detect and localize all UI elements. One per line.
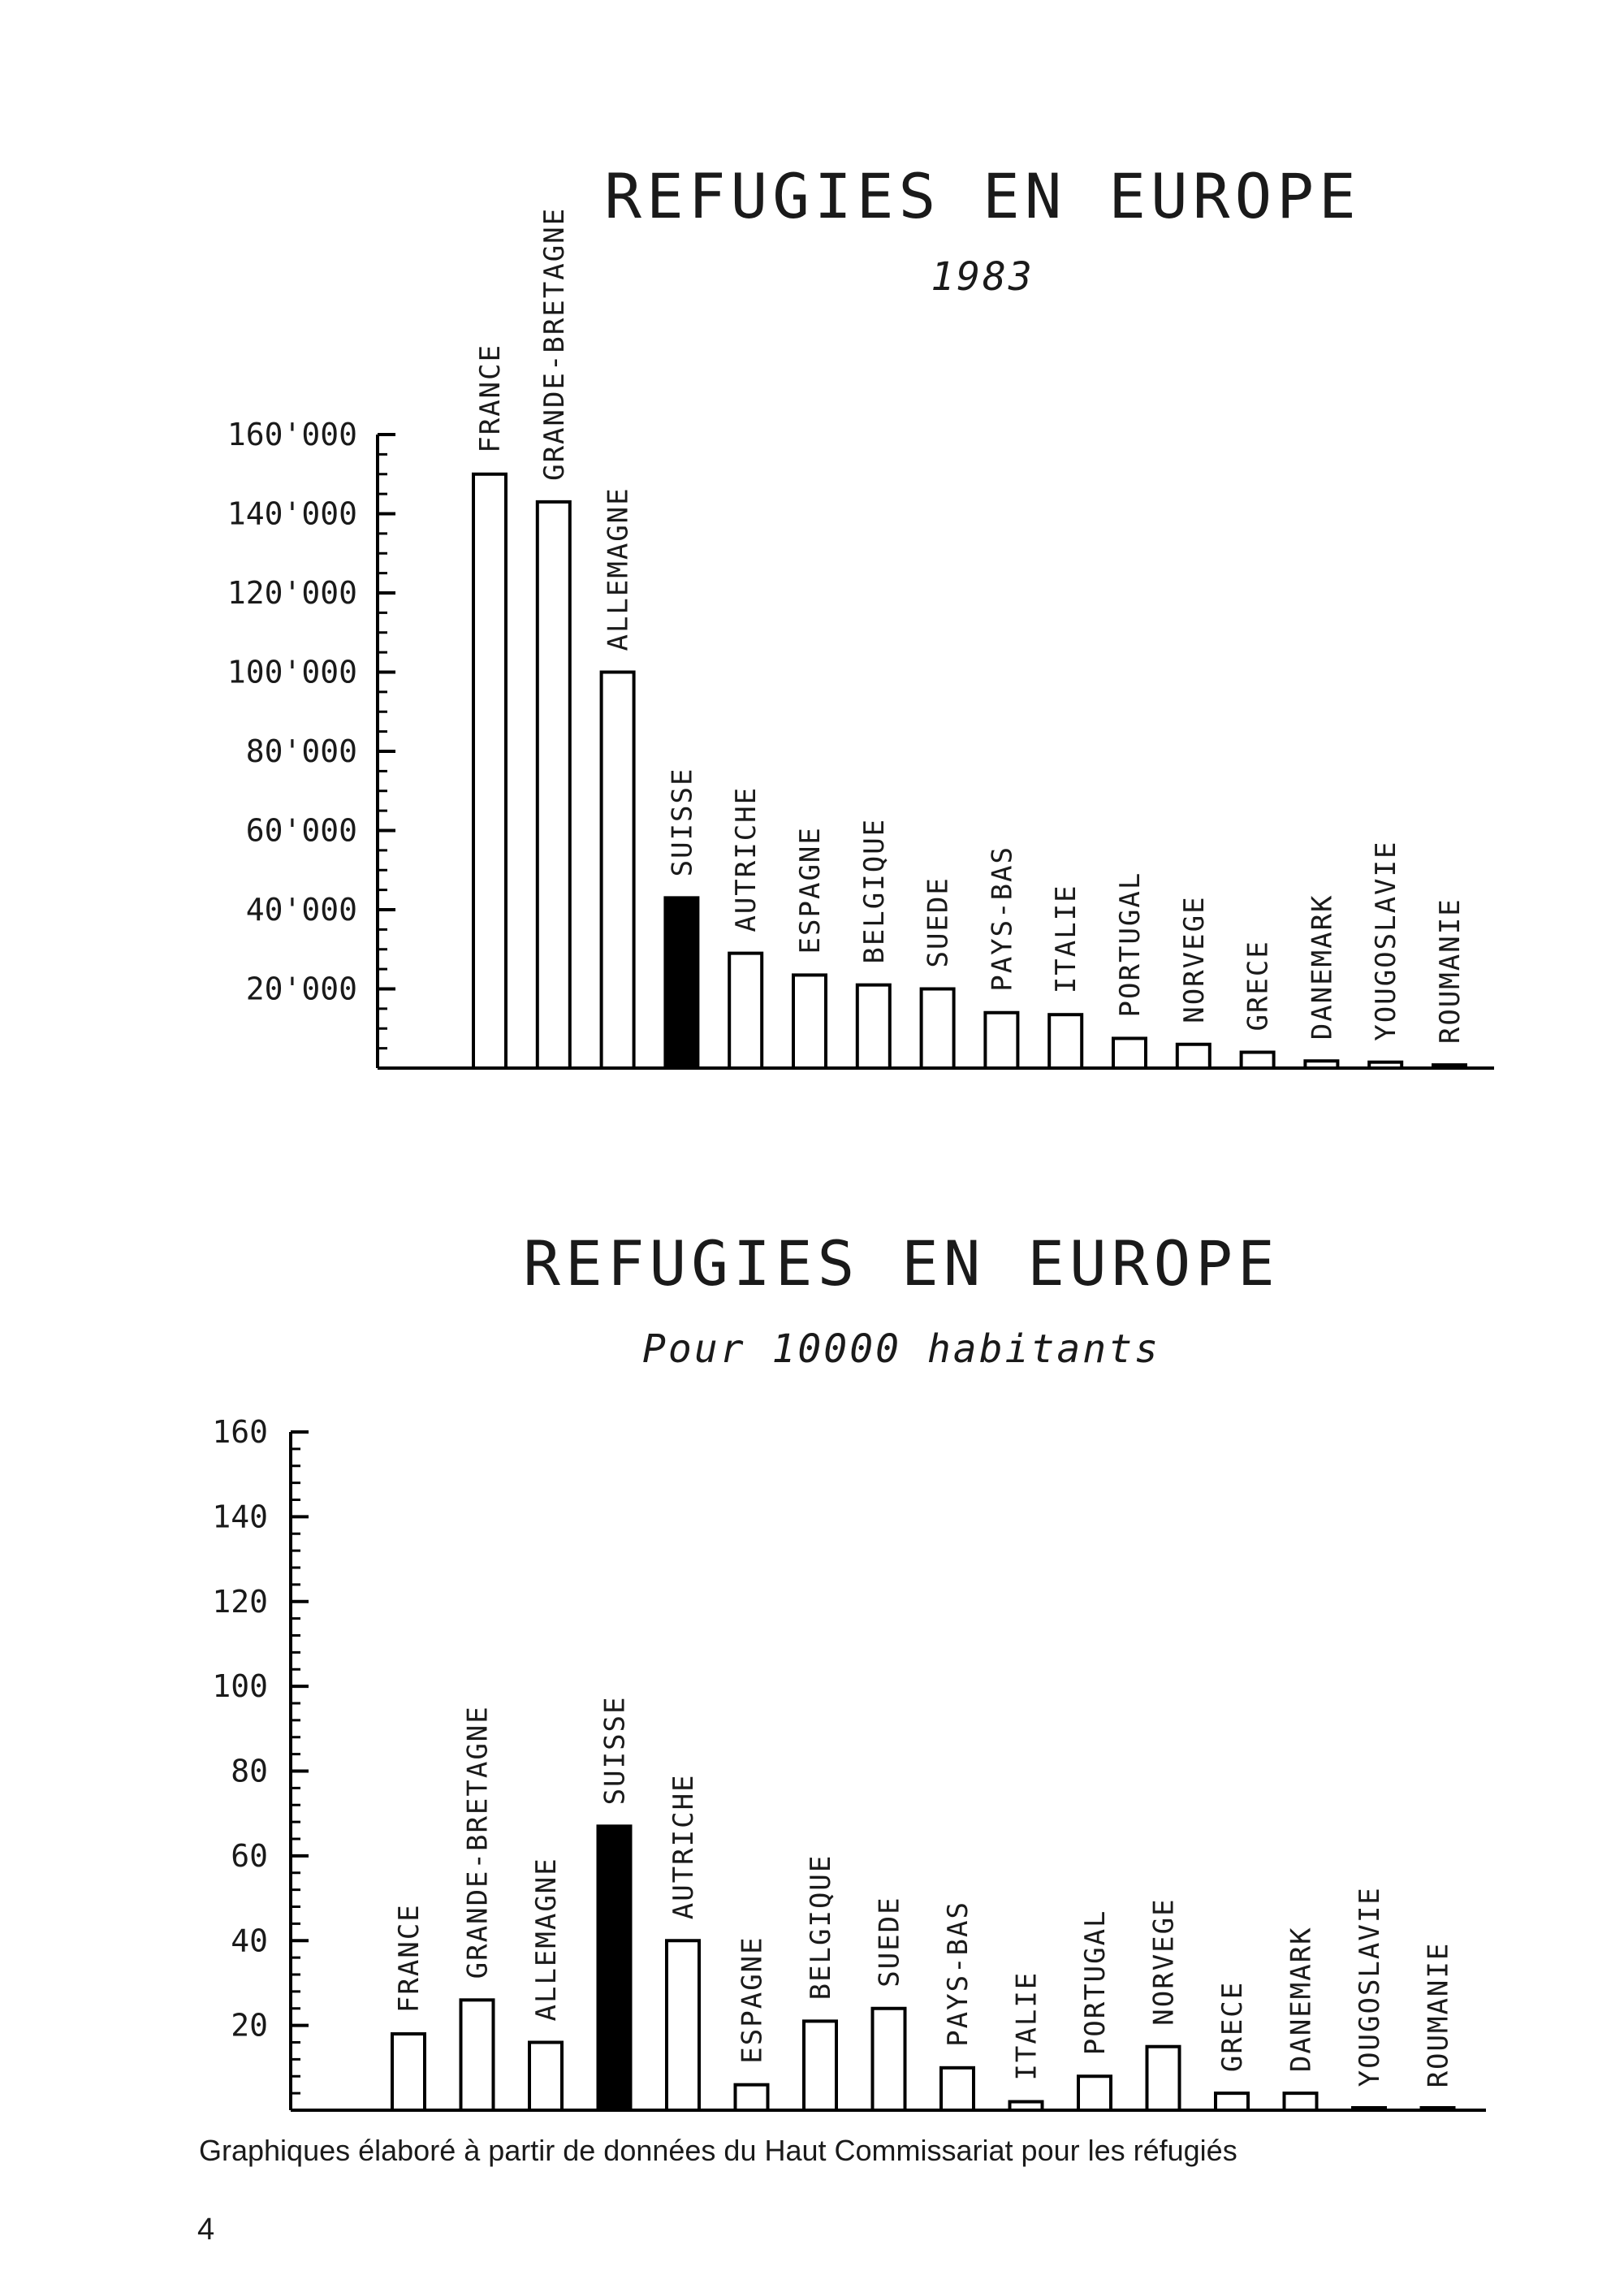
category-label-grande-bretagne: GRANDE-BRETAGNE [538,207,571,481]
category-label-france: FRANCE [393,1903,425,2013]
category-label-suisse: SUISSE [666,768,698,877]
category-label-pays-bas: PAYS-BAS [942,1901,974,2047]
bar-pays-bas [983,1010,1020,1070]
bar-pays-bas [939,2066,975,2112]
y-tick-label: 20 [231,2008,268,2044]
category-label-espagne: ESPAGNE [736,1936,769,2063]
category-label-espagne: ESPAGNE [794,826,827,954]
bar-grece [1214,2092,1250,2112]
category-label-suede: SUEDE [874,1896,906,1987]
page-number: 4 [197,2213,214,2247]
bar-norvege [1175,1042,1212,1070]
bar-roumanie [1419,2106,1456,2112]
bar-allemagne [528,2040,564,2112]
category-label-autriche: AUTRICHE [667,1773,700,1919]
chart1-title: REFUGIES EN EUROPE [604,160,1361,232]
category-label-grande-bretagne: GRANDE-BRETAGNE [462,1705,495,1979]
category-label-suede: SUEDE [922,876,955,967]
bar-yougoslavie [1367,1060,1404,1070]
y-tick-label: 20'000 [246,971,357,1007]
y-tick-label: 100 [212,1668,268,1704]
bar-roumanie [1432,1063,1467,1070]
bar-autriche [728,951,764,1070]
bar-france [391,2032,426,2112]
y-tick-label: 120'000 [227,575,357,611]
category-label-portugal: PORTUGAL [1079,1909,1112,2055]
chart1-y-axis: 20'000 40'000 60'000 80'000 100'000 120'000 14… [227,417,1494,1070]
y-tick-label: 140'000 [227,496,357,532]
chart2-subtitle: Pour 10000 habitants [642,1326,1160,1372]
bar-belgique [802,2019,838,2112]
y-tick-label: 40'000 [246,892,357,928]
bar-danemark [1282,2092,1319,2112]
category-label-france: FRANCE [474,344,507,453]
bar-italie [1008,2100,1044,2112]
bar-grande-bretagne [459,1998,495,2112]
bar-portugal [1112,1036,1147,1070]
bar-suede [870,2006,907,2112]
chart2-bars [391,1824,1456,2112]
category-label-yougoslavie: YOUGOSLAVIE [1354,1886,1386,2087]
chart1-subtitle: 1983 [931,254,1034,300]
bar-belgique [855,983,892,1070]
y-tick-label: 80 [231,1754,268,1789]
category-label-grece: GRECE [1216,1981,1249,2072]
y-tick-label: 60'000 [246,813,357,849]
chart-refugees-total: REFUGIES EN EUROPE 1983 20'000 40'000 60'0… [227,160,1494,1070]
category-label-norvege: NORVEGE [1178,895,1211,1023]
y-tick-label: 140 [212,1499,268,1534]
chart2-category-labels: FRANCE GRANDE-BRETAGNE ALLEMAGNE SUISSE AUTR… [393,1696,1455,2088]
chart1-category-labels: FRANCE GRANDE-BRETAGNE ALLEMAGNE SUISSE AUTR… [474,207,1466,1044]
bar-danemark [1303,1059,1340,1070]
category-label-yougoslavie: YOUGOSLAVIE [1370,841,1402,1041]
category-label-belgique: BELGIQUE [805,1854,837,2001]
category-label-suisse: SUISSE [599,1696,632,1806]
category-label-belgique: BELGIQUE [858,818,891,964]
y-tick-label: 120 [212,1584,268,1620]
y-tick-label: 80'000 [246,733,357,769]
category-label-roumanie: ROUMANIE [1423,1942,1455,2088]
bar-portugal [1077,2074,1112,2112]
bar-yougoslavie [1351,2106,1387,2112]
category-label-norvege: NORVEGE [1148,1897,1181,2025]
category-label-roumanie: ROUMANIE [1434,898,1466,1044]
chart2-title: REFUGIES EN EUROPE [523,1227,1280,1300]
bar-italie [1047,1013,1084,1070]
source-caption: Graphiques élaboré à partir de données d… [199,2134,1237,2167]
bar-suisse [596,1824,633,2112]
category-label-danemark: DANEMARK [1306,893,1338,1040]
bar-autriche [665,1939,701,2112]
y-tick-label: 100'000 [227,655,357,690]
bar-allemagne [599,670,636,1070]
bar-france [472,472,508,1070]
chart1-bars [472,472,1467,1070]
bar-espagne [733,2083,770,2112]
bar-espagne [792,973,827,1070]
category-label-allemagne: ALLEMAGNE [603,487,635,651]
bar-suede [919,987,956,1070]
y-tick-label: 60 [231,1838,268,1874]
chart-refugees-per-capita: REFUGIES EN EUROPE Pour 10000 habitants … [212,1227,1486,2112]
category-label-italie: ITALIE [1050,884,1082,993]
category-label-grece: GRECE [1242,940,1275,1031]
category-label-allemagne: ALLEMAGNE [530,1857,563,2021]
y-tick-label: 160'000 [227,417,357,452]
bar-suisse [663,896,700,1070]
bar-norvege [1145,2044,1181,2112]
category-label-pays-bas: PAYS-BAS [986,846,1018,992]
y-tick-label: 160 [212,1414,268,1450]
y-tick-label: 40 [231,1923,268,1958]
bar-grece [1239,1050,1276,1070]
category-label-danemark: DANEMARK [1285,1926,1318,2072]
category-label-portugal: PORTUGAL [1114,872,1147,1018]
category-label-autriche: AUTRICHE [730,786,762,932]
bar-grande-bretagne [535,500,572,1070]
category-label-italie: ITALIE [1011,1971,1043,2081]
